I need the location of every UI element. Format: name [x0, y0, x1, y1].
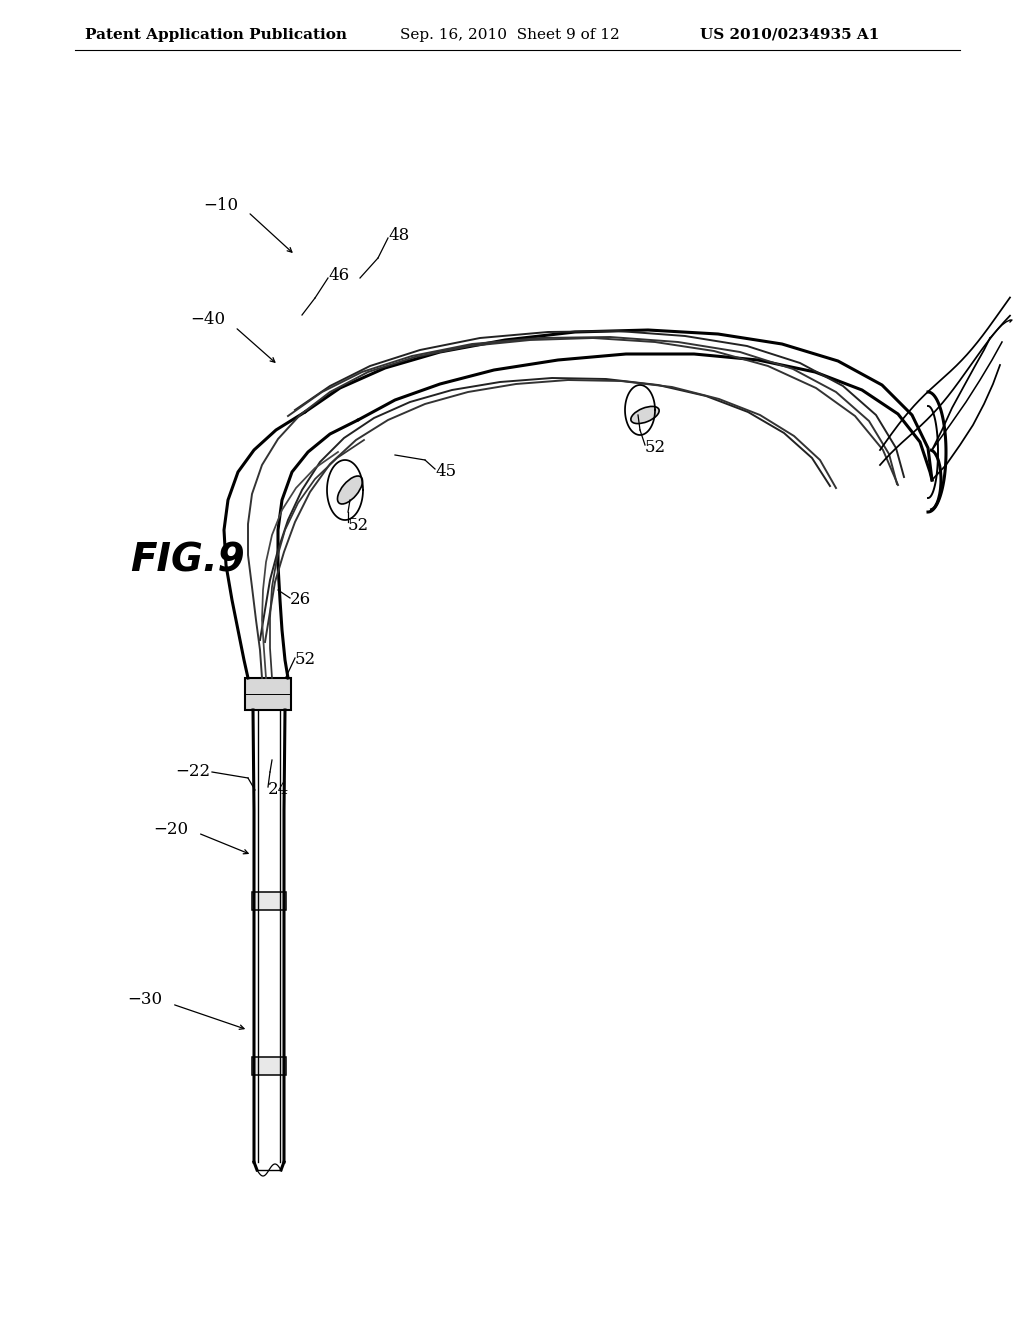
Text: Sep. 16, 2010  Sheet 9 of 12: Sep. 16, 2010 Sheet 9 of 12 — [400, 28, 620, 42]
Text: US 2010/0234935 A1: US 2010/0234935 A1 — [700, 28, 880, 42]
Text: Patent Application Publication: Patent Application Publication — [85, 28, 347, 42]
Bar — [245, 678, 291, 710]
Text: −22: −22 — [175, 763, 210, 780]
Text: 26: 26 — [290, 591, 311, 609]
Text: 45: 45 — [435, 463, 456, 480]
Text: 24: 24 — [268, 781, 289, 799]
Text: 52: 52 — [295, 652, 316, 668]
Text: −30: −30 — [127, 991, 162, 1008]
Bar — [252, 1057, 286, 1074]
Text: 52: 52 — [645, 440, 667, 457]
Ellipse shape — [338, 477, 362, 504]
Text: 46: 46 — [328, 267, 349, 284]
Bar — [252, 892, 286, 909]
Text: FIG.9: FIG.9 — [130, 541, 245, 579]
Text: −20: −20 — [153, 821, 188, 838]
Text: 48: 48 — [388, 227, 410, 243]
Text: −40: −40 — [189, 312, 225, 329]
Ellipse shape — [631, 407, 659, 424]
Text: −10: −10 — [203, 197, 238, 214]
Text: 52: 52 — [348, 516, 369, 533]
